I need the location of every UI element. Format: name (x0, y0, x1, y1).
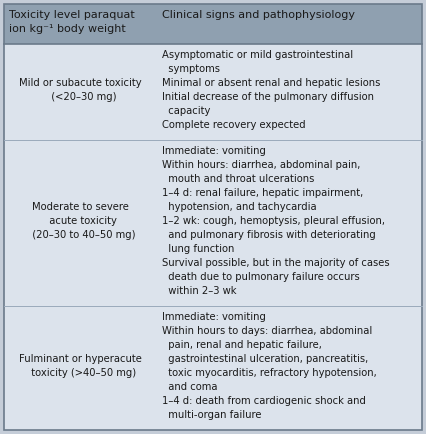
Text: Toxicity level paraquat: Toxicity level paraquat (9, 10, 135, 20)
Text: lung function: lung function (161, 244, 234, 254)
Text: within 2–3 wk: within 2–3 wk (161, 286, 236, 296)
Text: Mild or subacute toxicity: Mild or subacute toxicity (19, 78, 141, 88)
Bar (4, 4, 422, 44)
Text: Initial decrease of the pulmonary diffusion: Initial decrease of the pulmonary diffus… (161, 92, 374, 102)
Text: 1–2 wk: cough, hemoptysis, pleural effusion,: 1–2 wk: cough, hemoptysis, pleural effus… (161, 216, 385, 226)
Text: toxicity (>40–50 mg): toxicity (>40–50 mg) (25, 368, 136, 378)
Text: Minimal or absent renal and hepatic lesions: Minimal or absent renal and hepatic lesi… (161, 78, 380, 88)
Text: Asymptomatic or mild gastrointestinal: Asymptomatic or mild gastrointestinal (161, 50, 353, 60)
Text: Fulminant or hyperacute: Fulminant or hyperacute (19, 354, 142, 364)
Text: Within hours: diarrhea, abdominal pain,: Within hours: diarrhea, abdominal pain, (161, 160, 360, 170)
Text: pain, renal and hepatic failure,: pain, renal and hepatic failure, (161, 340, 322, 350)
Text: Survival possible, but in the majority of cases: Survival possible, but in the majority o… (161, 258, 389, 268)
Text: and pulmonary fibrosis with deteriorating: and pulmonary fibrosis with deterioratin… (161, 230, 375, 240)
Text: Within hours to days: diarrhea, abdominal: Within hours to days: diarrhea, abdomina… (161, 326, 372, 336)
Text: Clinical signs and pathophysiology: Clinical signs and pathophysiology (161, 10, 354, 20)
Bar (4, 44, 422, 430)
Text: ion kg⁻¹ body weight: ion kg⁻¹ body weight (9, 24, 126, 34)
Text: multi-organ failure: multi-organ failure (161, 410, 261, 420)
Text: gastrointestinal ulceration, pancreatitis,: gastrointestinal ulceration, pancreatiti… (161, 354, 368, 364)
Text: Immediate: vomiting: Immediate: vomiting (161, 146, 265, 156)
Text: Moderate to severe: Moderate to severe (32, 202, 129, 212)
Text: acute toxicity: acute toxicity (43, 216, 117, 226)
Text: Immediate: vomiting: Immediate: vomiting (161, 312, 265, 322)
Text: mouth and throat ulcerations: mouth and throat ulcerations (161, 174, 314, 184)
Text: 1–4 d: renal failure, hepatic impairment,: 1–4 d: renal failure, hepatic impairment… (161, 188, 363, 198)
Text: Complete recovery expected: Complete recovery expected (161, 120, 305, 130)
Text: 1–4 d: death from cardiogenic shock and: 1–4 d: death from cardiogenic shock and (161, 396, 366, 406)
Text: hypotension, and tachycardia: hypotension, and tachycardia (161, 202, 316, 212)
Text: (<20–30 mg): (<20–30 mg) (45, 92, 116, 102)
Text: toxic myocarditis, refractory hypotension,: toxic myocarditis, refractory hypotensio… (161, 368, 376, 378)
Text: death due to pulmonary failure occurs: death due to pulmonary failure occurs (161, 272, 360, 282)
Text: and coma: and coma (161, 382, 217, 392)
Text: symptoms: symptoms (161, 64, 219, 74)
Text: capacity: capacity (161, 106, 210, 116)
Text: (20–30 to 40–50 mg): (20–30 to 40–50 mg) (26, 230, 135, 240)
